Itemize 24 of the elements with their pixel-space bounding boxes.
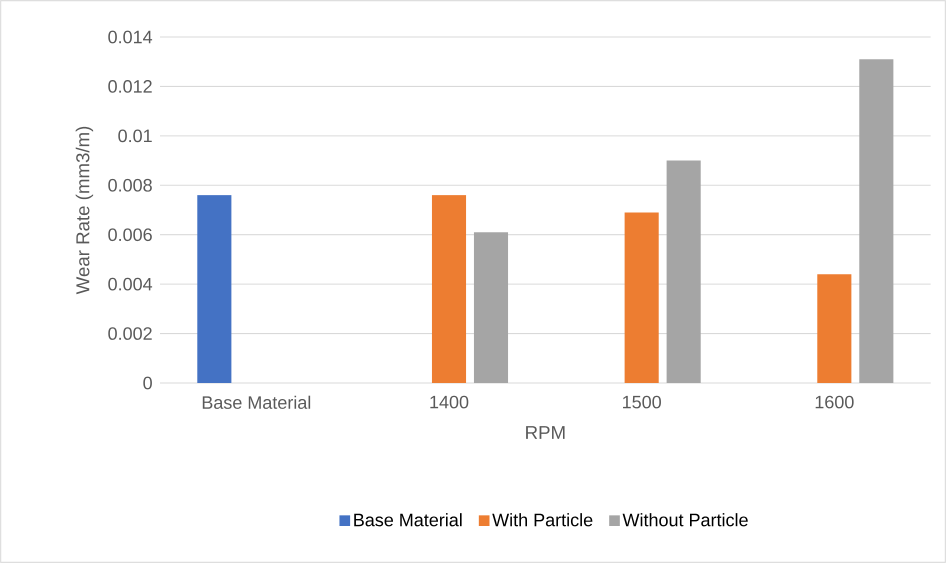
legend-label: Without Particle (622, 513, 748, 526)
y-tick-label: 0.006 (108, 228, 152, 242)
bar (859, 59, 894, 383)
x-tick-label: 1400 (430, 396, 468, 408)
y-axis-title: Wear Rate (mm3/m) (76, 126, 94, 294)
y-tick-label: 0.008 (108, 178, 152, 192)
y-tick-label: 0.01 (118, 129, 152, 142)
bar (432, 195, 466, 383)
y-tick-label: 0 (143, 376, 152, 390)
legend-label: With Particle (492, 513, 592, 526)
y-tick-label: 0.002 (108, 327, 152, 340)
y-tick-label: 0.014 (108, 30, 152, 44)
y-tick-label: 0.012 (108, 80, 152, 93)
bar (474, 232, 508, 383)
bar (666, 160, 701, 383)
x-tick-label: Base Material (202, 396, 310, 409)
x-tick-label: 1500 (623, 396, 661, 408)
bar (624, 212, 659, 383)
x-tick-label: 1600 (816, 396, 854, 408)
bar (197, 195, 232, 383)
y-tick-label: 0.004 (108, 278, 152, 290)
legend-label: Base Material (354, 513, 462, 526)
x-axis-title: RPM (526, 426, 565, 439)
bar (817, 274, 852, 383)
